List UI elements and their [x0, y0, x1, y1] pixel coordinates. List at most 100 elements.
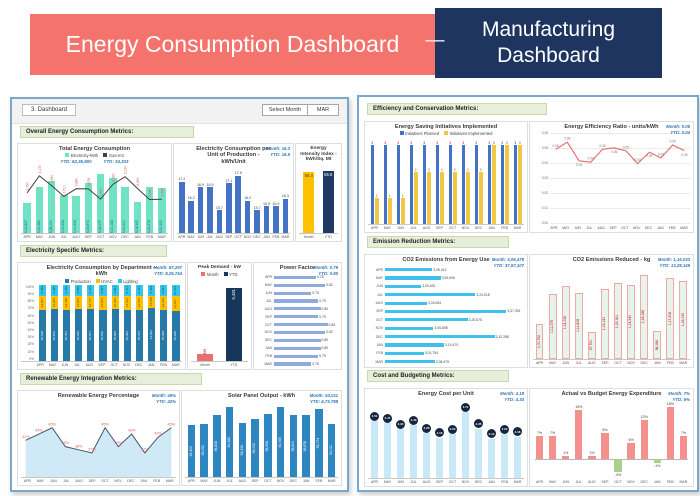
segment-lighting: 9,460 — [62, 284, 70, 296]
segment-label: 9,480 — [39, 286, 44, 294]
hbar-track: 3,37,391 — [385, 309, 524, 313]
legend-item: Month — [201, 271, 219, 277]
hbar-bar — [385, 360, 435, 364]
bar: 1,11,275 — [548, 294, 557, 359]
x-label: APR — [23, 235, 31, 239]
bar-column: 4.24 — [498, 398, 511, 478]
stat-line: YTD: 0.80 — [318, 271, 338, 277]
hbar-bar — [385, 309, 507, 314]
month-slicer-header[interactable]: Select Month — [261, 104, 308, 116]
hbar-track: 0.79 — [274, 315, 338, 319]
bar-value-label: 1,11,275 — [549, 320, 554, 334]
hbar-category: MAY — [264, 283, 272, 288]
section-emission: Emission Reduction Metrics: — [367, 236, 509, 248]
bar-value-label: 3 — [475, 141, 478, 146]
gridline — [550, 133, 690, 135]
bar-value-label: 17.2 — [178, 177, 186, 182]
hbar-category: JAN — [376, 342, 383, 347]
x-label: NOV — [627, 361, 635, 365]
hbar-bar — [274, 275, 316, 279]
stacked-column: 9,415 12,747 45,877 — [85, 284, 97, 361]
x-label: SEP — [435, 226, 443, 230]
bar — [370, 421, 379, 478]
chart-month-ytd-stats: Month: 4.18 YTD: 4.34 — [500, 391, 524, 403]
hbar-row: SEP 3,37,391 — [368, 307, 524, 315]
x-label: DEC — [289, 479, 298, 483]
sub-column: 3 — [513, 137, 517, 224]
bar-column: 4.35 — [472, 398, 485, 478]
bar-column: 4.71 — [459, 398, 472, 478]
bar-column: 55.4 — [299, 164, 319, 233]
x-label: SEP — [601, 480, 609, 484]
bar-value-label: 7% — [550, 431, 556, 436]
bar-column: 12% — [638, 398, 651, 479]
x-label: SEP — [601, 361, 609, 365]
chart-title: Solar Panel Output - kWh — [227, 393, 296, 399]
bar-column: 53,011 — [325, 400, 338, 477]
bar-value-label: 5,12,554 — [61, 219, 66, 233]
bar — [562, 455, 570, 459]
x-label: APR — [187, 479, 195, 483]
bar-value-label: 5,31,182 — [110, 219, 115, 233]
x-label: DEC — [474, 226, 483, 230]
bar-value-label: 15.9 — [272, 201, 280, 206]
sub-column: 2 — [440, 137, 444, 224]
legend-label: Production — [70, 278, 91, 284]
bar-column: 53,052 — [198, 400, 211, 477]
bar: 56,958 — [264, 414, 272, 477]
y-tick: 0.04 — [541, 161, 548, 166]
bar-column: 5,21,574 — [144, 165, 156, 233]
hbar-category: APR — [265, 275, 272, 280]
bar — [409, 145, 413, 224]
segment-label: 45,476 — [136, 330, 141, 341]
segment-label: 12,027 — [39, 298, 44, 308]
banner-dash-separator: — — [425, 30, 445, 51]
grid-area: 0.05 0.06 0.04 0.04 0.05 0.05 0.05 0.04 0.05 0.04… — [550, 131, 690, 225]
x-label: MAR — [679, 480, 688, 484]
bar-column: 5,02,827 — [21, 165, 33, 233]
x-label: FEB — [160, 363, 167, 367]
stacked-column: 9,601 12,601 45,605 — [109, 284, 121, 361]
segment-hvac: 12,645 — [148, 295, 156, 309]
y-tick: 0% — [29, 356, 34, 361]
chart-legend: Initiatives Planned Initiatives Implement… — [367, 131, 525, 136]
bar-value-label: 3 — [436, 141, 439, 146]
sub-column: 2 — [453, 137, 457, 224]
x-label: AUG — [85, 363, 94, 367]
stat-line: Month: 16.3 — [266, 146, 290, 151]
hbar-track: 0.80 — [274, 346, 338, 350]
hbar-row: OCT 3,20,675 — [368, 316, 524, 324]
x-label: MAY — [35, 235, 44, 239]
hbar-track: 0.80 — [274, 307, 338, 311]
hbar-bar — [385, 284, 422, 288]
x-label: NOV — [461, 226, 470, 230]
chart-plot: 55.4 55.8 — [299, 164, 338, 234]
bar-value-label: 17.1 — [225, 178, 233, 183]
sheet-tab-dashboard[interactable]: 3. Dashboard — [22, 104, 77, 116]
x-label: SEP — [225, 235, 233, 239]
x-label: NOV — [114, 479, 122, 483]
month-slicer-selected[interactable]: MAR — [308, 104, 339, 116]
x-label: OCT — [621, 226, 629, 230]
stacked-column: 10,210 12,047 45,040 — [170, 284, 182, 361]
svg-text:45%: 45% — [48, 423, 56, 427]
chart-x-axis: APR MAY JUN JUL AUG SEP OCT NOV DEC JAN FEB MAR — [174, 234, 293, 241]
bar-column: 1% — [559, 398, 572, 479]
bar-column: 4.34 — [394, 398, 407, 478]
chart-card-power-factor: Power Factor Month: 0.79 YTD: 0.80 APR 0.78 M… — [253, 262, 342, 370]
x-label: MAR — [513, 226, 522, 230]
segment-label: 10,210 — [173, 285, 178, 296]
hbar-value: 0.80 — [321, 306, 329, 311]
bar-column: 5,21,501 — [119, 165, 131, 233]
sub-column: 2 — [479, 137, 483, 224]
gridline — [550, 208, 690, 210]
hbar-track: 3,00,632 — [385, 284, 524, 288]
x-label: MAY — [187, 235, 195, 239]
bar — [388, 197, 392, 224]
sub-column: 3 — [500, 137, 504, 224]
x-label: MAR — [513, 480, 522, 484]
x-label: NOV — [122, 363, 131, 367]
bar — [487, 438, 496, 478]
bar — [500, 434, 509, 478]
